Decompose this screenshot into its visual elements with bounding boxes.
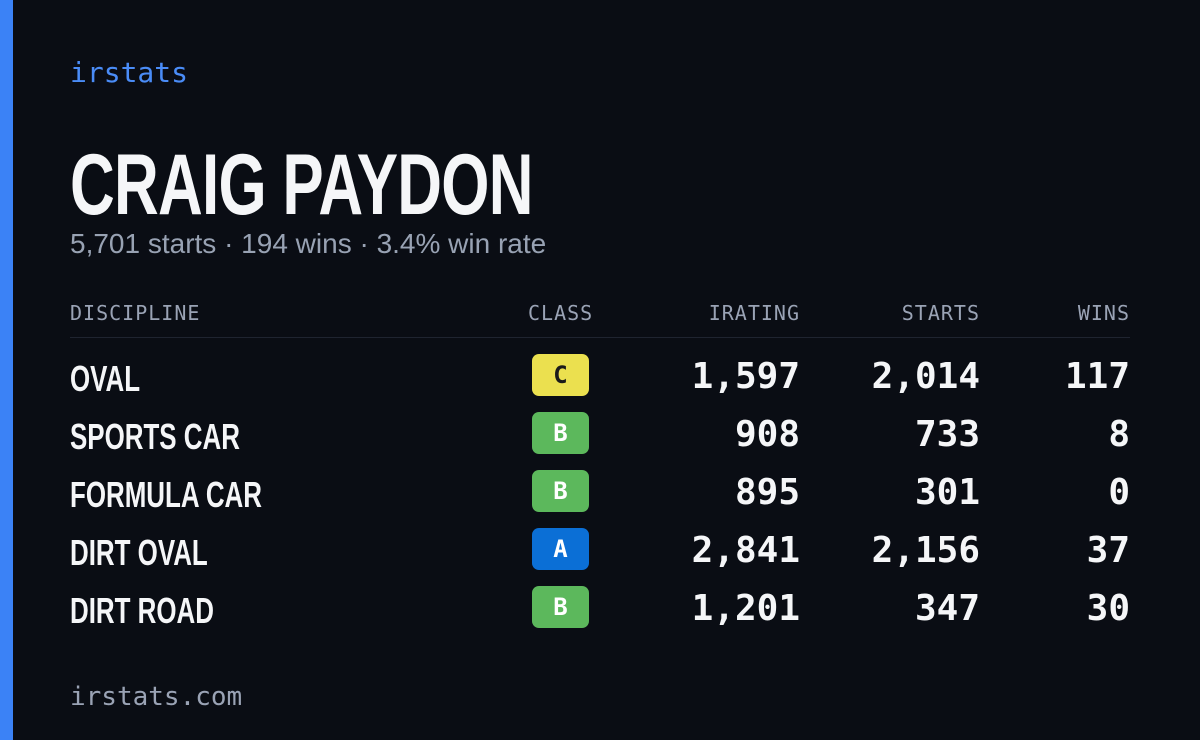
irating: 2,841 (691, 530, 800, 571)
header-rule (70, 337, 1130, 338)
column-header: WINS (1077, 301, 1130, 325)
wins: 30 (1086, 588, 1130, 629)
discipline: SPORTS CAR (70, 416, 240, 457)
summary: 5,701 starts · 194 wins · 3.4% win rate (70, 228, 547, 259)
discipline: DIRT ROAD (70, 590, 214, 631)
irating: 895 (734, 472, 800, 513)
wins: 117 (1064, 356, 1130, 397)
class-badge: B (532, 470, 589, 512)
accent-bar (0, 0, 13, 740)
class-badge: B (532, 412, 589, 454)
starts: 347 (914, 588, 980, 629)
driver-name: CRAIG PAYDON (70, 137, 533, 233)
wins: 8 (1108, 414, 1130, 455)
starts: 733 (914, 414, 980, 455)
irating: 1,201 (691, 588, 800, 629)
class-badge: C (532, 354, 589, 396)
discipline: OVAL (70, 358, 141, 399)
discipline: DIRT OVAL (70, 532, 208, 573)
column-header: STARTS (901, 301, 980, 325)
wins: 37 (1086, 530, 1130, 571)
irating: 908 (734, 414, 800, 455)
starts: 301 (914, 472, 980, 513)
column-header: DISCIPLINE (70, 301, 201, 325)
discipline: FORMULA CAR (70, 474, 262, 515)
wins: 0 (1108, 472, 1130, 513)
irating: 1,597 (691, 356, 800, 397)
column-header: IRATING (708, 301, 800, 325)
starts: 2,014 (871, 356, 980, 397)
class-badge: A (532, 528, 589, 570)
starts: 2,156 (871, 530, 980, 571)
column-header: CLASS (528, 301, 594, 325)
footer: irstats.com (70, 682, 243, 712)
class-badge: B (532, 586, 589, 628)
brand: irstats (70, 56, 189, 89)
